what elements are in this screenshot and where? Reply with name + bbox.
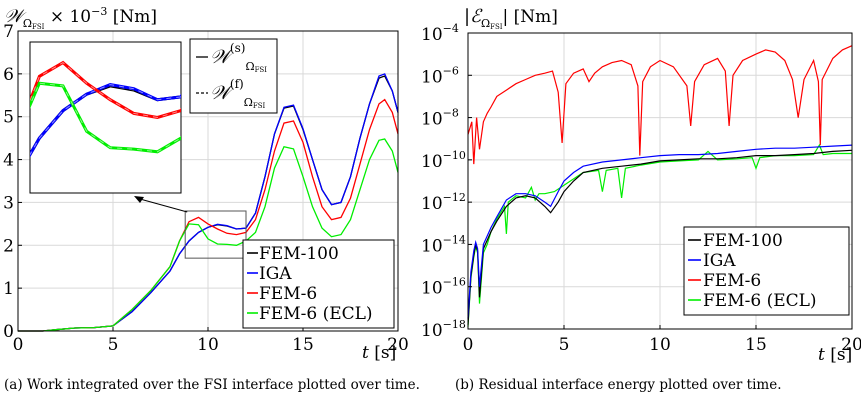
caption-b-text: Residual interface energy plotted over t…	[478, 377, 782, 393]
zoom-arrow-head	[134, 196, 144, 203]
y-tick-label: 10−18	[421, 318, 466, 341]
x-tick-label: 15	[745, 335, 767, 355]
x-tick-label: 15	[292, 335, 314, 355]
series-line-iga	[467, 144, 853, 319]
x-tick-label: 0	[463, 335, 474, 355]
legend-label-fem-6: FEM-6	[703, 271, 761, 291]
legend-label-fem-100: FEM-100	[703, 231, 783, 251]
y-tick-label: 5	[3, 108, 14, 128]
series-line-iga	[18, 73, 399, 332]
inset-legend-label-dashed: 𝒲(f)ΩFSI	[210, 77, 266, 110]
series-line-fem-6-ecl-	[467, 143, 852, 327]
x-axis-label: t [s]	[818, 345, 852, 365]
y-tick-label: 4	[3, 151, 14, 171]
y-tick-label: 10−14	[421, 233, 466, 256]
x-tick-label: 20	[387, 335, 409, 355]
x-tick-label: 5	[559, 335, 570, 355]
y-tick-label: 10−8	[421, 107, 459, 130]
caption-b-tag: (b)	[455, 377, 475, 393]
series-line-fem-6	[467, 45, 853, 165]
y-tick-label: 10−16	[421, 276, 466, 299]
legend-label-fem-6: FEM-6	[259, 284, 317, 304]
series-line-fem-6-ecl-	[18, 138, 399, 332]
x-tick-label: 0	[13, 335, 24, 355]
y-tick-label: 2	[3, 236, 14, 256]
caption-a: (a) Work integrated over the FSI interfa…	[4, 376, 424, 394]
legend-box	[683, 226, 850, 316]
series-line-fem-100	[467, 149, 853, 325]
x-tick-label: 5	[108, 335, 119, 355]
legend-label-fem-6-ecl-: FEM-6 (ECL)	[259, 304, 373, 324]
y-axis-label: 𝒲ΩFSI × 10−3 [Nm]	[4, 5, 157, 31]
zoom-arrow-line	[139, 198, 188, 213]
y-tick-label: 3	[3, 193, 14, 213]
caption-a-tag: (a)	[4, 377, 23, 393]
y-axis-label: |ℰΩFSI| [Nm]	[464, 6, 558, 31]
y-tick-label: 10−12	[421, 191, 466, 214]
zoom-region-box	[184, 210, 247, 259]
legend-label-iga: IGA	[703, 251, 736, 271]
caption-a-text: Work integrated over the FSI interface p…	[26, 377, 420, 393]
x-tick-label: 10	[649, 335, 671, 355]
caption-b: (b) Residual interface energy plotted ov…	[455, 376, 855, 394]
legend-label-fem-6-ecl-: FEM-6 (ECL)	[703, 291, 817, 311]
x-tick-label: 10	[197, 335, 219, 355]
y-tick-label: 0	[3, 322, 14, 342]
y-tick-label: 10−4	[421, 22, 459, 45]
y-tick-label: 1	[3, 279, 14, 299]
y-tick-label: 10−6	[421, 64, 459, 87]
y-tick-label: 6	[3, 65, 14, 85]
legend-label-iga: IGA	[259, 264, 292, 284]
x-tick-label: 20	[841, 335, 861, 355]
y-tick-label: 10−10	[421, 149, 466, 172]
inset-legend-label-solid: 𝒲(s)ΩFSI	[210, 41, 267, 74]
panel-b-residual-chart: 0 5 10 15 20 10−4 10−6 10−8 10−10 10−12 10−14 10−16…	[421, 6, 861, 365]
legend-label-fem-100: FEM-100	[259, 244, 339, 264]
inset-legend-box	[189, 38, 278, 114]
legend-box	[242, 239, 395, 329]
x-axis-label: t [s]	[362, 343, 396, 363]
y-tick-label: 7	[3, 22, 14, 42]
